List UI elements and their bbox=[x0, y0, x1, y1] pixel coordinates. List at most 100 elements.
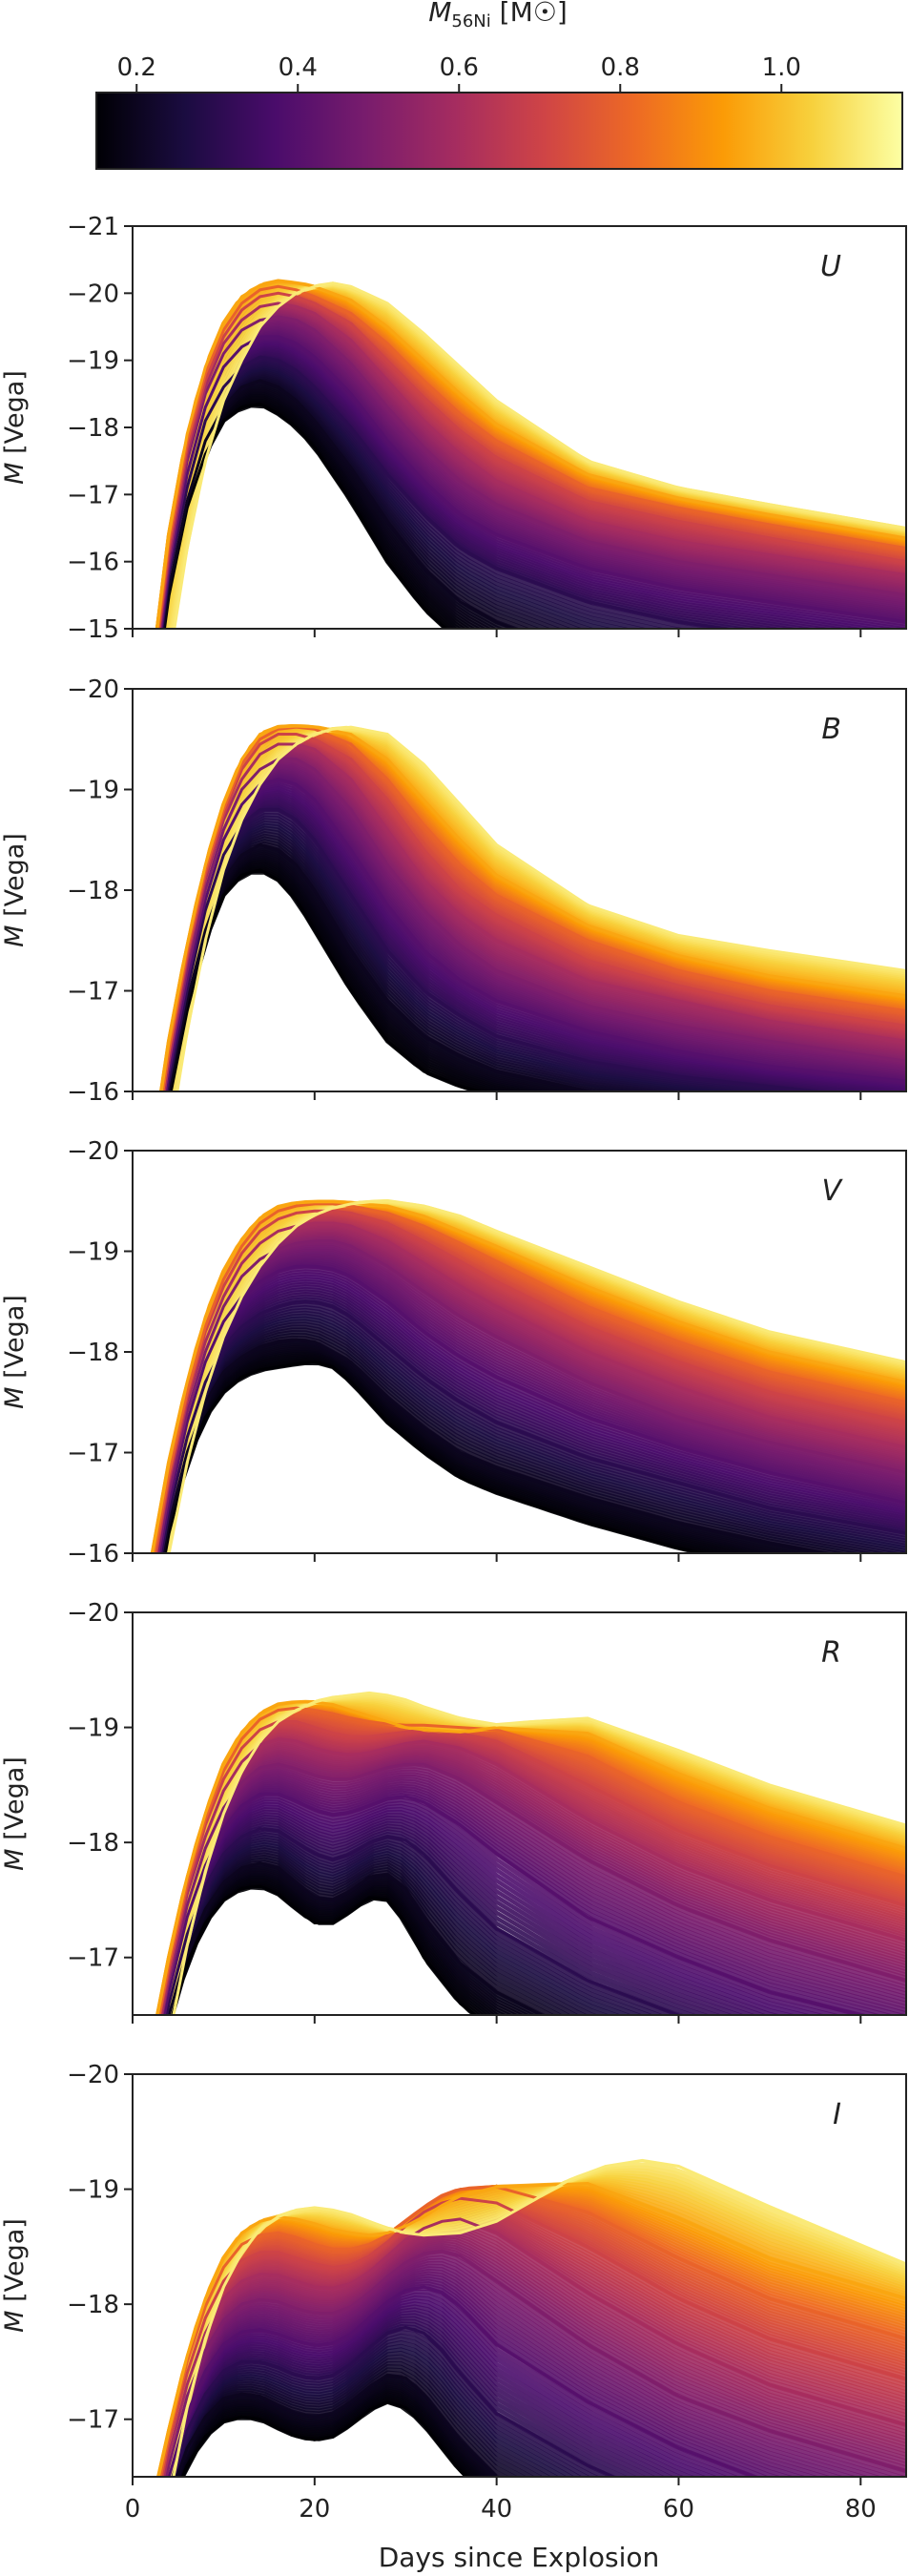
series-line bbox=[167, 1199, 906, 1553]
model-curve bbox=[158, 1277, 906, 1553]
model-curve bbox=[165, 1847, 600, 2015]
series-group bbox=[150, 1198, 906, 1553]
model-curve bbox=[165, 2268, 846, 2477]
model-curve bbox=[160, 1321, 906, 1553]
model-curve bbox=[174, 2370, 510, 2477]
y-tick-label: −19 bbox=[67, 2176, 119, 2205]
series-line bbox=[172, 2158, 906, 2477]
series-line bbox=[155, 1700, 906, 2015]
series-line bbox=[156, 1239, 906, 1553]
series-line bbox=[172, 1691, 906, 2015]
colorbar-tick-label: 1.0 bbox=[762, 53, 801, 82]
model-curve bbox=[158, 1281, 906, 1553]
series-group bbox=[155, 279, 906, 629]
plot-frame bbox=[132, 2073, 907, 2478]
y-tick-label: −19 bbox=[67, 347, 119, 376]
series-line bbox=[156, 2181, 906, 2477]
model-curve bbox=[163, 1817, 735, 2015]
model-curve bbox=[166, 1849, 589, 2015]
y-tick-label: −17 bbox=[67, 481, 119, 509]
model-curve bbox=[165, 818, 770, 1091]
band-label: U bbox=[820, 250, 841, 283]
y-tick-label: −17 bbox=[67, 2406, 119, 2435]
model-curve bbox=[164, 2254, 906, 2477]
y-tick-label: −20 bbox=[67, 1137, 119, 1166]
y-tick-label: −21 bbox=[67, 213, 119, 241]
model-curve bbox=[174, 725, 906, 1091]
x-tick-label: 40 bbox=[481, 2495, 512, 2524]
model-curve bbox=[165, 2271, 834, 2477]
model-curve bbox=[166, 833, 673, 1091]
colorbar-label: M56Ni [M☉] bbox=[428, 0, 568, 31]
model-curve bbox=[166, 1852, 580, 2015]
model-curve bbox=[171, 2337, 592, 2477]
series-line bbox=[160, 355, 734, 629]
model-curve bbox=[162, 1797, 842, 2015]
plot-frame bbox=[132, 1611, 907, 2016]
series-line bbox=[165, 808, 829, 1091]
model-curve bbox=[168, 2304, 697, 2477]
model-curve bbox=[162, 1799, 828, 2015]
model-curve bbox=[159, 1297, 906, 1553]
model-curve bbox=[163, 1814, 747, 2015]
model-curve bbox=[166, 2278, 795, 2477]
model-curve bbox=[164, 2260, 883, 2477]
series-line bbox=[176, 2374, 500, 2477]
colorbar: M56Ni [M☉] 0.2 0.4 0.6 0.8 1.0 bbox=[95, 0, 903, 170]
model-curve bbox=[158, 1289, 906, 1553]
model-curve bbox=[160, 1316, 906, 1553]
series-line bbox=[158, 2185, 906, 2477]
series-line bbox=[157, 1706, 906, 2015]
series-line bbox=[167, 1861, 546, 2015]
panel-B: −20 −19 −18 −17 −16 M [Vega] B bbox=[0, 675, 907, 1107]
model-curve bbox=[159, 1294, 906, 1553]
model-curve bbox=[160, 1327, 891, 1553]
series-line bbox=[161, 379, 519, 629]
y-tick-label: −17 bbox=[67, 978, 119, 1007]
model-curve bbox=[167, 2298, 719, 2477]
model-curve bbox=[172, 2347, 568, 2477]
model-curve bbox=[170, 2323, 630, 2477]
model-curve bbox=[164, 1824, 699, 2015]
x-axis-label: Days since Explosion bbox=[379, 2542, 660, 2573]
model-curve bbox=[162, 1804, 798, 2015]
model-curve bbox=[169, 2318, 649, 2477]
model-curve bbox=[158, 1284, 906, 1553]
panel-V: −20 −19 −18 −17 −16 M [Vega] V bbox=[0, 1137, 907, 1568]
series-line bbox=[180, 2399, 469, 2477]
model-curve bbox=[159, 1307, 906, 1553]
model-curve bbox=[164, 1832, 665, 2015]
model-curve bbox=[166, 841, 626, 1091]
model-curve bbox=[160, 1330, 878, 1553]
colorbar-tick-label: 0.2 bbox=[117, 53, 156, 82]
model-curve bbox=[170, 2330, 610, 2477]
model-curve bbox=[166, 2281, 783, 2477]
y-tick-label: −18 bbox=[67, 414, 119, 443]
model-curve bbox=[166, 836, 658, 1091]
model-curve bbox=[165, 1841, 623, 2015]
y-axis-label: M [Vega] bbox=[0, 833, 30, 947]
y-tick-label: −20 bbox=[67, 675, 119, 704]
series-line bbox=[159, 1737, 906, 2015]
series-line bbox=[173, 281, 906, 629]
band-label: V bbox=[821, 1174, 843, 1208]
y-tick-label: −16 bbox=[67, 1540, 119, 1568]
series-group bbox=[156, 2158, 906, 2477]
model-curve bbox=[173, 2358, 545, 2477]
series-line bbox=[160, 1299, 906, 1553]
y-axis-label: M [Vega] bbox=[0, 1295, 30, 1409]
model-curve bbox=[166, 828, 705, 1091]
model-curve bbox=[165, 822, 737, 1091]
series-line bbox=[153, 1202, 906, 1553]
model-curve bbox=[171, 2339, 584, 2477]
series-line bbox=[171, 1884, 478, 2015]
model-curve bbox=[168, 2301, 709, 2477]
series-line bbox=[176, 725, 906, 1091]
series-line bbox=[160, 1762, 906, 2015]
model-curve bbox=[159, 1301, 906, 1553]
y-axis-label: M [Vega] bbox=[0, 2218, 30, 2333]
panel-U: −21 −20 −19 −18 −17 −16 −15 M [Vega] U bbox=[0, 213, 907, 644]
y-tick-label: −16 bbox=[67, 549, 119, 577]
y-tick-label: −18 bbox=[67, 1339, 119, 1367]
